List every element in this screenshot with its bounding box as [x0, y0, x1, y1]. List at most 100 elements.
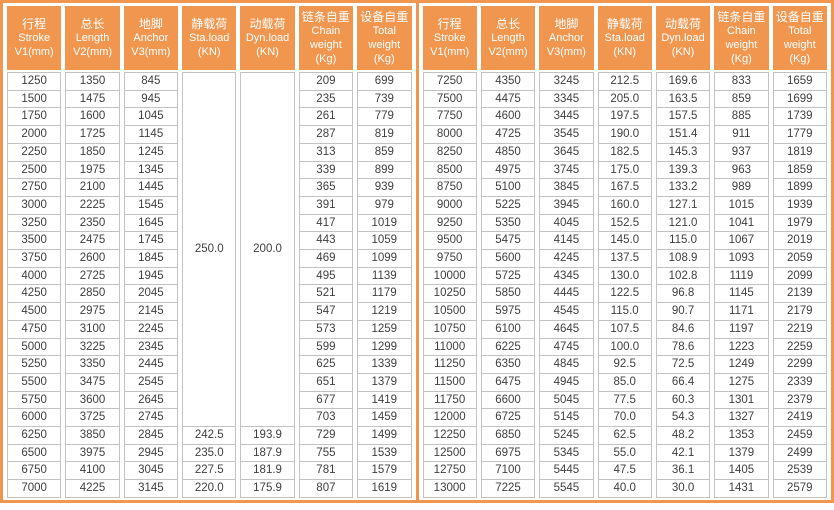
- cell-anchor: 5345: [539, 444, 594, 463]
- cell-chain-weight: 677: [298, 391, 354, 410]
- cell-sta-load: 182.5: [597, 143, 652, 162]
- cell-anchor: 4945: [539, 373, 594, 392]
- table-row: 12250 6850 5245 62.5 48.2 1353 2459: [422, 427, 827, 445]
- cell-total-weight: 2299: [772, 356, 827, 374]
- cell-stroke: 1500: [7, 90, 62, 109]
- cell-anchor: 4645: [539, 320, 594, 339]
- cell-length: 7100: [480, 462, 536, 481]
- table-row: 3500 2475 1745 443 1059: [7, 232, 412, 251]
- cell-chain-weight: 1275: [714, 373, 769, 392]
- table-row: 2500 1975 1345 339 899: [7, 161, 412, 180]
- table-row: 6750 4100 3045 227.5 181.9 781 1579: [7, 462, 412, 481]
- cell-anchor: 4345: [539, 267, 594, 286]
- table-row: 1250 1350 845 250.0 200.0 209 699: [7, 72, 412, 428]
- cell-anchor: 1245: [123, 143, 179, 162]
- table-row: 7500 4475 3345 205.0 163.5 859 1699: [422, 90, 827, 109]
- cell-sta-load: 100.0: [597, 338, 652, 357]
- cell-length: 4475: [480, 90, 536, 109]
- cell-stroke: 12750: [422, 462, 477, 481]
- table-row: 7000 4225 3145 220.0 175.9 807 1619: [7, 480, 412, 498]
- cell-chain-weight: 885: [714, 108, 769, 127]
- cell-length: 3475: [65, 373, 120, 392]
- cell-total-weight: 1979: [772, 214, 827, 233]
- cell-length: 3100: [65, 320, 120, 339]
- cell-length: 5975: [480, 303, 536, 321]
- cell-anchor: 2245: [123, 320, 179, 339]
- cell-chain-weight: 781: [298, 462, 354, 481]
- cell-dyn-load: 181.9: [240, 462, 295, 481]
- cell-stroke: 6750: [7, 462, 62, 481]
- cell-dyn-load: 157.5: [655, 108, 711, 127]
- cell-length: 4225: [65, 480, 120, 498]
- table-row: 11750 6600 5045 77.5 60.3 1301 2379: [422, 391, 827, 410]
- cell-stroke: 8750: [422, 179, 477, 197]
- cell-total-weight: 979: [357, 196, 412, 215]
- table-divider: [415, 3, 419, 500]
- cell-chain-weight: 1353: [714, 427, 769, 445]
- cell-stroke: 2250: [7, 143, 62, 162]
- cell-chain-weight: 417: [298, 214, 354, 233]
- cell-dyn-load: 48.2: [655, 427, 711, 445]
- cell-anchor: 4745: [539, 338, 594, 357]
- table-row: 3000 2225 1545 391 979: [7, 196, 412, 215]
- cell-anchor: 3345: [539, 90, 594, 109]
- cell-stroke: 8000: [422, 126, 477, 144]
- table-row: 8750 5100 3845 167.5 133.2 989 1899: [422, 179, 827, 197]
- table-row: 4250 2850 2045 521 1179: [7, 285, 412, 304]
- cell-stroke: 9500: [422, 232, 477, 251]
- cell-dyn-load: 145.3: [655, 143, 711, 162]
- cell-anchor: 4145: [539, 232, 594, 251]
- table-row: 13000 7225 5545 40.0 30.0 1431 2579: [422, 480, 827, 498]
- cell-anchor: 3145: [123, 480, 179, 498]
- cell-sta-load: 145.0: [597, 232, 652, 251]
- cell-total-weight: 1699: [772, 90, 827, 109]
- cell-total-weight: 1139: [357, 267, 412, 286]
- cell-sta-load: 152.5: [597, 214, 652, 233]
- cell-stroke: 8250: [422, 143, 477, 162]
- cell-dyn-load: 187.9: [240, 444, 295, 463]
- cell-total-weight: 1659: [772, 72, 827, 91]
- cell-stroke: 1250: [7, 72, 62, 91]
- cell-length: 1350: [65, 72, 120, 91]
- cell-length: 4850: [480, 143, 536, 162]
- column-header-chain-weight: 链条自重 Chain weight (Kg): [714, 6, 769, 72]
- cell-total-weight: 2419: [772, 409, 827, 428]
- cell-sta-load: 227.5: [182, 462, 237, 481]
- cell-stroke: 2500: [7, 161, 62, 180]
- cell-sta-load: 220.0: [182, 480, 237, 498]
- cell-anchor: 5445: [539, 462, 594, 481]
- cell-stroke: 3500: [7, 232, 62, 251]
- spec-table-right-panel: 行程 Stroke V1(mm) 总长 Length V2(mm) 地脚 Anchor V3(m…: [419, 3, 832, 500]
- cell-chain-weight: 989: [714, 179, 769, 197]
- cell-chain-weight: 1171: [714, 303, 769, 321]
- table-row: 4750 3100 2245 573 1259: [7, 320, 412, 339]
- cell-anchor: 2345: [123, 338, 179, 357]
- table-row: 5500 3475 2545 651 1379: [7, 373, 412, 392]
- cell-stroke: 9250: [422, 214, 477, 233]
- column-header-sta-load: 静载荷 Sta.load (KN): [597, 6, 652, 72]
- cell-stroke: 3750: [7, 250, 62, 268]
- cell-stroke: 12500: [422, 444, 477, 463]
- cell-chain-weight: 1223: [714, 338, 769, 357]
- cell-sta-load: 190.0: [597, 126, 652, 144]
- cell-chain-weight: 599: [298, 338, 354, 357]
- cell-chain-weight: 1379: [714, 444, 769, 463]
- cell-length: 4600: [480, 108, 536, 127]
- table-row: 5250 3350 2445 625 1339: [7, 356, 412, 374]
- cell-dyn-load: 133.2: [655, 179, 711, 197]
- cell-total-weight: 2139: [772, 285, 827, 304]
- cell-anchor: 2745: [123, 409, 179, 428]
- cell-length: 3850: [65, 427, 120, 445]
- cell-dyn-load: 84.6: [655, 320, 711, 339]
- cell-stroke: 5500: [7, 373, 62, 392]
- cell-dyn-load: 54.3: [655, 409, 711, 428]
- cell-chain-weight: 859: [714, 90, 769, 109]
- cell-anchor: 3645: [539, 143, 594, 162]
- cell-anchor: 2445: [123, 356, 179, 374]
- cell-chain-weight: 391: [298, 196, 354, 215]
- cell-chain-weight: 651: [298, 373, 354, 392]
- cell-stroke: 4750: [7, 320, 62, 339]
- cell-anchor: 5245: [539, 427, 594, 445]
- merged-dyn-load-cell: 200.0: [240, 72, 295, 428]
- table-row: 7250 4350 3245 212.5 169.6 833 1659: [422, 72, 827, 91]
